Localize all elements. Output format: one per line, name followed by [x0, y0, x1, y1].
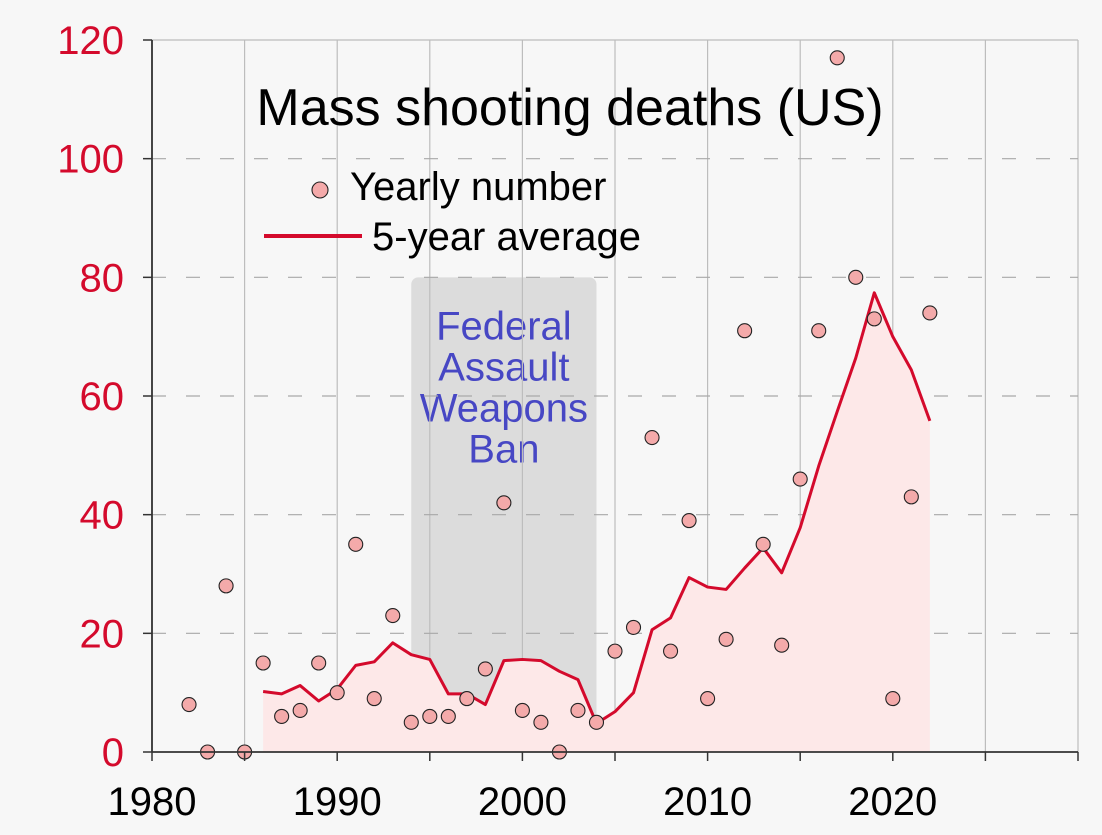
y-tick-label: 80 — [80, 256, 125, 300]
chart-title: Mass shooting deaths (US) — [256, 79, 883, 137]
yearly-point — [477, 661, 493, 677]
yearly-point — [440, 708, 456, 724]
x-tick-label: 2000 — [478, 780, 567, 824]
yearly-point — [922, 305, 938, 321]
yearly-point — [218, 578, 234, 594]
legend-label-yearly: Yearly number — [350, 165, 606, 209]
yearly-point — [348, 536, 364, 552]
y-tick-label: 120 — [57, 19, 124, 63]
yearly-point — [811, 323, 827, 339]
yearly-point — [329, 685, 345, 701]
yearly-point — [866, 311, 882, 327]
yearly-point — [422, 708, 438, 724]
yearly-point — [681, 513, 697, 529]
yearly-point — [774, 637, 790, 653]
yearly-point — [903, 489, 919, 505]
yearly-point — [311, 655, 327, 671]
yearly-point — [514, 702, 530, 719]
assault-weapons-ban-label-line: Ban — [468, 427, 539, 471]
yearly-point — [496, 495, 512, 511]
yearly-point — [403, 714, 419, 730]
assault-weapons-ban-label-line: Assault — [438, 345, 569, 389]
axis-layer — [143, 39, 1079, 761]
yearly-point — [718, 631, 734, 647]
yearly-point — [737, 323, 753, 339]
assault-weapons-ban-label-line: Weapons — [420, 386, 588, 430]
x-tick-label: 1990 — [293, 780, 382, 824]
y-tick-label: 40 — [80, 494, 125, 538]
legend-marker-yearly — [311, 181, 329, 199]
yearly-point — [607, 643, 623, 659]
yearly-point — [792, 471, 808, 487]
area-fill-layer — [263, 292, 930, 752]
y-tick-label: 100 — [57, 138, 124, 182]
x-tick-label: 2020 — [848, 780, 937, 824]
yearly-point — [181, 696, 197, 713]
yearly-point — [533, 714, 549, 730]
y-tick-label: 20 — [80, 612, 125, 656]
assault-weapons-ban-label-line: Federal — [436, 304, 572, 348]
x-tick-label: 1980 — [108, 780, 197, 824]
yearly-point — [700, 691, 716, 707]
yearly-point — [292, 702, 308, 719]
yearly-point — [755, 536, 771, 552]
yearly-point — [848, 269, 864, 285]
title-layer: Mass shooting deaths (US) — [256, 79, 883, 137]
yearly-point — [644, 429, 660, 446]
x-tick-label: 2010 — [663, 780, 752, 824]
average-area-fill — [263, 292, 930, 752]
legend-label-average: 5-year average — [372, 215, 641, 259]
yearly-point — [663, 643, 679, 659]
legend: Yearly number 5-year average — [264, 165, 641, 259]
y-tick-label: 0 — [102, 731, 124, 775]
yearly-point — [459, 691, 475, 707]
yearly-point — [625, 619, 642, 635]
point-layer — [181, 50, 938, 760]
yearly-point — [274, 708, 290, 724]
label-layer: 1980 1990 2000 2010 2020 0 20 40 60 80 100 120 — [57, 19, 937, 824]
yearly-point — [829, 50, 845, 66]
yearly-point — [570, 702, 586, 719]
yearly-point — [588, 714, 605, 730]
yearly-point — [885, 691, 901, 707]
yearly-point — [366, 691, 382, 707]
y-tick-label: 60 — [80, 375, 125, 419]
yearly-point — [255, 655, 271, 671]
yearly-point — [385, 607, 401, 624]
